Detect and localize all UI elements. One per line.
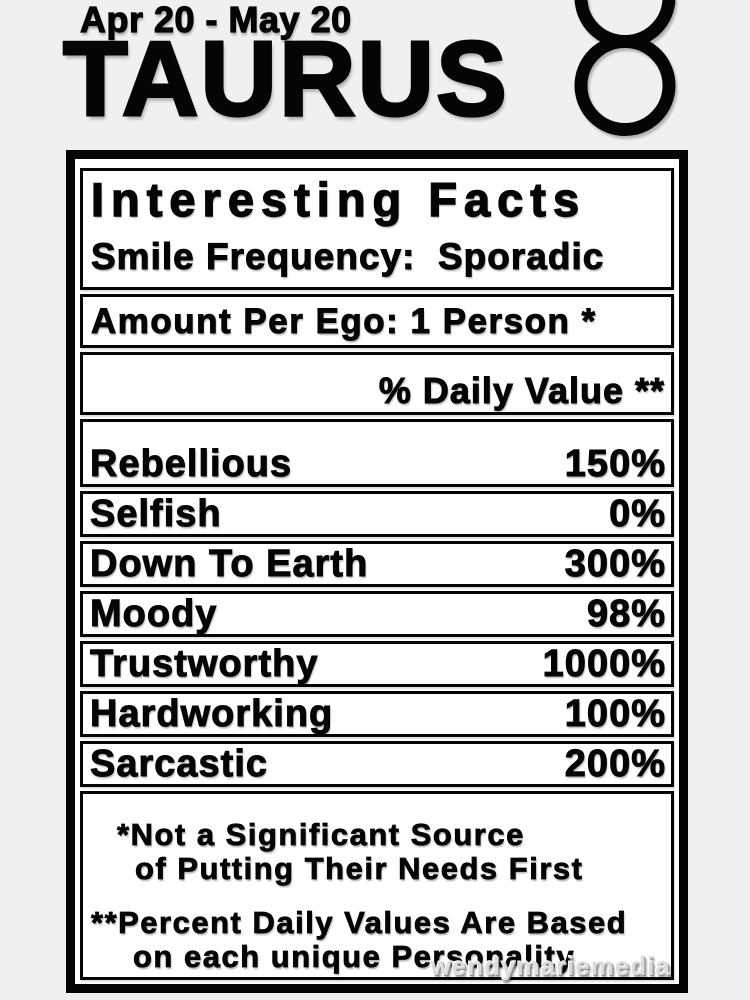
trait-value: 300% bbox=[564, 543, 666, 585]
trait-name: Hardworking bbox=[89, 693, 334, 735]
watermark: wendymariemedia bbox=[430, 951, 671, 981]
trait-name: Rebellious bbox=[89, 443, 293, 485]
trait-name: Sarcastic bbox=[89, 743, 269, 785]
trait-value: 98% bbox=[586, 593, 666, 635]
footnote-1-line-2: of Putting Their Needs First bbox=[135, 851, 584, 886]
facts-label-box: Interesting Facts Smile Frequency: Spora… bbox=[66, 150, 688, 993]
amount-per-ego-section: Amount Per Ego: 1 Person * bbox=[80, 294, 674, 348]
taurus-symbol-icon bbox=[574, 0, 676, 136]
sign-name: TAURUS bbox=[62, 20, 509, 138]
trait-name: Trustworthy bbox=[89, 643, 319, 685]
trait-row-hardworking: Hardworking 100% bbox=[80, 691, 674, 737]
trait-name: Moody bbox=[89, 593, 218, 635]
footnote-2-line-2: on each unique Personality bbox=[133, 939, 576, 974]
trait-row-down-to-earth: Down To Earth 300% bbox=[80, 541, 674, 587]
amount-per-ego-line: Amount Per Ego: 1 Person * bbox=[91, 301, 597, 341]
trait-row-sarcastic: Sarcastic 200% bbox=[80, 741, 674, 787]
footnote-2-line-1: **Percent Daily Values Are Based bbox=[91, 905, 628, 940]
facts-header-section: Interesting Facts Smile Frequency: Spora… bbox=[80, 168, 674, 290]
trait-value: 100% bbox=[564, 693, 666, 735]
footnotes-section: *Not a Significant Source of Putting The… bbox=[80, 791, 674, 980]
smile-frequency-line: Smile Frequency: Sporadic bbox=[91, 236, 605, 278]
trait-row-trustworthy: Trustworthy 1000% bbox=[80, 641, 674, 687]
trait-value: 150% bbox=[564, 443, 666, 485]
daily-value-header: % Daily Value ** bbox=[378, 370, 665, 411]
trait-row-moody: Moody 98% bbox=[80, 591, 674, 637]
trait-value: 1000% bbox=[542, 643, 666, 685]
trait-name: Down To Earth bbox=[89, 543, 369, 585]
trait-row-rebellious: Rebellious 150% bbox=[80, 419, 674, 487]
footnote-1-line-1: *Not a Significant Source bbox=[117, 817, 525, 852]
date-range: Apr 20 - May 20 bbox=[79, 0, 352, 40]
daily-value-header-section: % Daily Value ** bbox=[80, 352, 674, 415]
trait-row-selfish: Selfish 0% bbox=[80, 491, 674, 537]
trait-name: Selfish bbox=[90, 493, 222, 535]
trait-value: 0% bbox=[609, 493, 666, 535]
trait-value: 200% bbox=[564, 743, 666, 785]
facts-title: Interesting Facts bbox=[90, 173, 587, 226]
